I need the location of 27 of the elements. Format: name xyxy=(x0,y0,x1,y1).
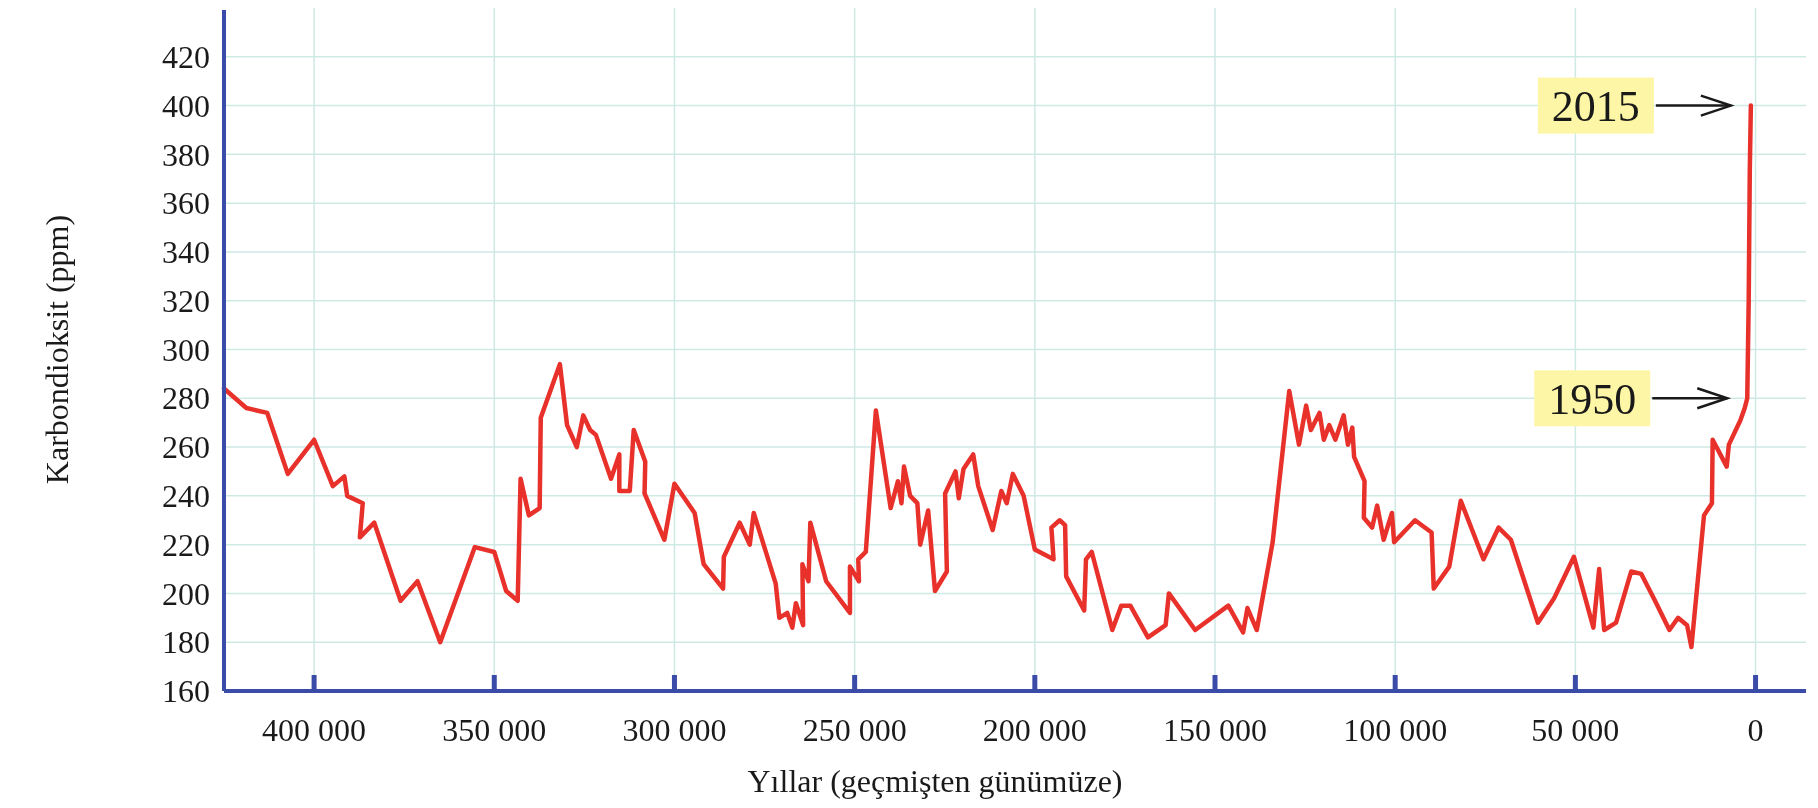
y-tick-label: 340 xyxy=(162,234,210,271)
y-tick-label: 320 xyxy=(162,282,210,319)
x-tick-label: 300 000 xyxy=(622,712,727,748)
x-tick-label: 50 000 xyxy=(1531,712,1620,748)
y-tick-label: 260 xyxy=(162,429,210,466)
x-tick-label: 200 000 xyxy=(982,712,1087,748)
x-axis-title: Yıllar (geçmişten günümüze) xyxy=(747,763,1123,799)
y-axis-title: Karbondioksit (ppm) xyxy=(39,214,75,485)
y-tick-label: 380 xyxy=(162,136,210,173)
y-tick-label: 180 xyxy=(162,624,210,661)
y-tick-label: 400 xyxy=(162,87,210,124)
y-tick-label: 240 xyxy=(162,478,210,515)
x-tick-label: 100 000 xyxy=(1343,712,1448,748)
annotation: 1950 xyxy=(1548,374,1637,424)
y-tick-label: 200 xyxy=(162,575,210,612)
x-tick-label: 250 000 xyxy=(802,712,907,748)
y-tick-label: 420 xyxy=(162,38,210,75)
y-tick-label: 280 xyxy=(162,380,210,417)
y-tick-label: 160 xyxy=(162,673,210,710)
x-tick-label: 400 000 xyxy=(262,712,367,748)
annotation: 2015 xyxy=(1551,81,1640,131)
x-tick-label: 350 000 xyxy=(442,712,547,748)
y-tick-label: 220 xyxy=(162,526,210,563)
x-tick-label: 150 000 xyxy=(1163,712,1267,748)
y-tick-label: 360 xyxy=(162,185,210,222)
x-tick-label: 0 xyxy=(1747,712,1764,748)
y-tick-label: 300 xyxy=(162,331,210,368)
